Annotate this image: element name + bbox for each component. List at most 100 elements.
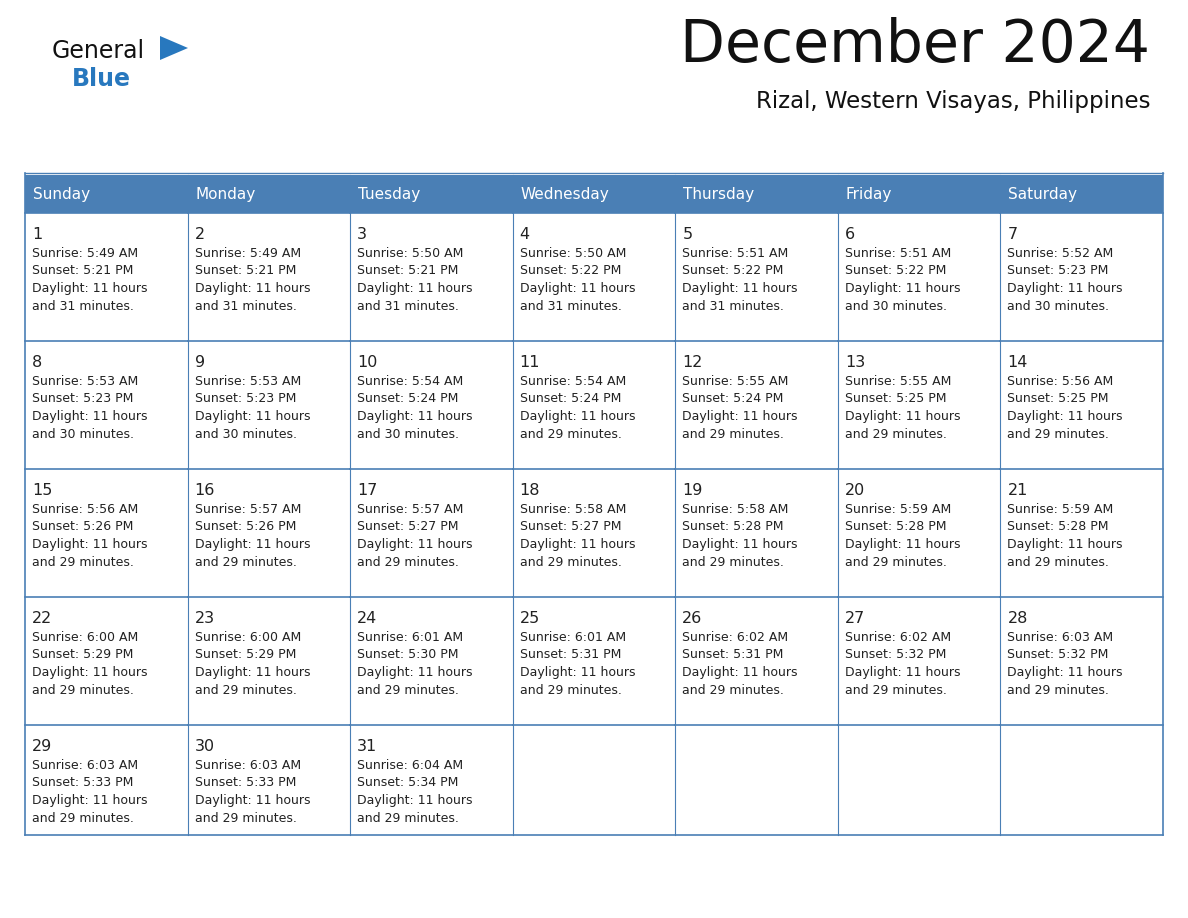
Text: Sunset: 5:24 PM: Sunset: 5:24 PM: [519, 393, 621, 406]
Text: 5: 5: [682, 227, 693, 242]
Text: Sunrise: 6:02 AM: Sunrise: 6:02 AM: [845, 631, 950, 644]
Text: Tuesday: Tuesday: [358, 186, 421, 201]
Text: Sunrise: 5:55 AM: Sunrise: 5:55 AM: [845, 375, 952, 388]
Text: Daylight: 11 hours: Daylight: 11 hours: [195, 538, 310, 551]
Bar: [25, 175, 188, 213]
Bar: [513, 213, 675, 341]
Text: Sunset: 5:23 PM: Sunset: 5:23 PM: [195, 393, 296, 406]
Bar: [838, 213, 1000, 341]
Text: Wednesday: Wednesday: [520, 186, 609, 201]
Bar: [513, 725, 675, 835]
Text: and 30 minutes.: and 30 minutes.: [195, 428, 297, 441]
Text: December 2024: December 2024: [680, 17, 1150, 74]
Text: Sunday: Sunday: [33, 186, 90, 201]
Text: and 29 minutes.: and 29 minutes.: [682, 555, 784, 568]
Text: Daylight: 11 hours: Daylight: 11 hours: [1007, 410, 1123, 423]
Bar: [838, 597, 1000, 725]
Bar: [838, 341, 1000, 469]
Bar: [675, 597, 838, 725]
Text: Blue: Blue: [72, 67, 131, 91]
Text: Daylight: 11 hours: Daylight: 11 hours: [519, 538, 636, 551]
Text: Sunset: 5:28 PM: Sunset: 5:28 PM: [682, 521, 784, 533]
Text: Daylight: 11 hours: Daylight: 11 hours: [195, 282, 310, 295]
Text: Sunset: 5:22 PM: Sunset: 5:22 PM: [682, 264, 784, 277]
Bar: [25, 597, 188, 725]
Text: Sunset: 5:21 PM: Sunset: 5:21 PM: [32, 264, 133, 277]
Text: 14: 14: [1007, 355, 1028, 370]
Text: Daylight: 11 hours: Daylight: 11 hours: [1007, 538, 1123, 551]
Text: Sunrise: 5:51 AM: Sunrise: 5:51 AM: [845, 247, 952, 260]
Text: 25: 25: [519, 611, 541, 626]
Text: Daylight: 11 hours: Daylight: 11 hours: [1007, 666, 1123, 679]
Text: Sunrise: 5:49 AM: Sunrise: 5:49 AM: [195, 247, 301, 260]
Bar: [350, 341, 513, 469]
Bar: [188, 469, 350, 597]
Text: 27: 27: [845, 611, 865, 626]
Text: Sunset: 5:26 PM: Sunset: 5:26 PM: [32, 521, 133, 533]
Text: Daylight: 11 hours: Daylight: 11 hours: [358, 666, 473, 679]
Text: and 30 minutes.: and 30 minutes.: [845, 299, 947, 312]
Text: Sunrise: 5:55 AM: Sunrise: 5:55 AM: [682, 375, 789, 388]
Bar: [25, 213, 188, 341]
Text: Daylight: 11 hours: Daylight: 11 hours: [358, 282, 473, 295]
Bar: [25, 469, 188, 597]
Text: 13: 13: [845, 355, 865, 370]
Text: Daylight: 11 hours: Daylight: 11 hours: [195, 410, 310, 423]
Text: 26: 26: [682, 611, 702, 626]
Text: Sunset: 5:32 PM: Sunset: 5:32 PM: [1007, 648, 1108, 662]
Text: Daylight: 11 hours: Daylight: 11 hours: [32, 666, 147, 679]
Text: Daylight: 11 hours: Daylight: 11 hours: [845, 538, 960, 551]
Text: Sunrise: 5:59 AM: Sunrise: 5:59 AM: [845, 503, 952, 516]
Text: Sunset: 5:33 PM: Sunset: 5:33 PM: [195, 777, 296, 789]
Text: and 29 minutes.: and 29 minutes.: [1007, 555, 1110, 568]
Text: Sunset: 5:24 PM: Sunset: 5:24 PM: [358, 393, 459, 406]
Text: Sunrise: 5:56 AM: Sunrise: 5:56 AM: [32, 503, 138, 516]
Text: 3: 3: [358, 227, 367, 242]
Bar: [350, 469, 513, 597]
Text: Sunrise: 5:57 AM: Sunrise: 5:57 AM: [358, 503, 463, 516]
Text: and 31 minutes.: and 31 minutes.: [32, 299, 134, 312]
Text: 6: 6: [845, 227, 855, 242]
Text: 1: 1: [32, 227, 43, 242]
Text: Saturday: Saturday: [1009, 186, 1078, 201]
Text: and 29 minutes.: and 29 minutes.: [519, 428, 621, 441]
Text: Daylight: 11 hours: Daylight: 11 hours: [682, 666, 798, 679]
Text: 4: 4: [519, 227, 530, 242]
Text: Sunset: 5:25 PM: Sunset: 5:25 PM: [1007, 393, 1108, 406]
Text: Rizal, Western Visayas, Philippines: Rizal, Western Visayas, Philippines: [756, 90, 1150, 113]
Text: 2: 2: [195, 227, 204, 242]
Text: Sunrise: 5:59 AM: Sunrise: 5:59 AM: [1007, 503, 1113, 516]
Text: Daylight: 11 hours: Daylight: 11 hours: [32, 538, 147, 551]
Bar: [1000, 175, 1163, 213]
Text: Sunrise: 5:58 AM: Sunrise: 5:58 AM: [682, 503, 789, 516]
Text: and 29 minutes.: and 29 minutes.: [845, 428, 947, 441]
Text: and 29 minutes.: and 29 minutes.: [32, 555, 134, 568]
Text: Sunset: 5:29 PM: Sunset: 5:29 PM: [32, 648, 133, 662]
Text: 8: 8: [32, 355, 43, 370]
Text: Daylight: 11 hours: Daylight: 11 hours: [358, 794, 473, 807]
Text: Daylight: 11 hours: Daylight: 11 hours: [845, 666, 960, 679]
Bar: [675, 469, 838, 597]
Text: and 31 minutes.: and 31 minutes.: [519, 299, 621, 312]
Text: Sunset: 5:29 PM: Sunset: 5:29 PM: [195, 648, 296, 662]
Text: 29: 29: [32, 739, 52, 754]
Text: Sunset: 5:28 PM: Sunset: 5:28 PM: [1007, 521, 1108, 533]
Text: and 29 minutes.: and 29 minutes.: [358, 812, 459, 824]
Text: Sunrise: 5:50 AM: Sunrise: 5:50 AM: [358, 247, 463, 260]
Text: Sunrise: 5:51 AM: Sunrise: 5:51 AM: [682, 247, 789, 260]
Bar: [838, 469, 1000, 597]
Text: Daylight: 11 hours: Daylight: 11 hours: [682, 282, 798, 295]
Text: Sunrise: 5:53 AM: Sunrise: 5:53 AM: [32, 375, 138, 388]
Text: and 29 minutes.: and 29 minutes.: [32, 684, 134, 697]
Text: 21: 21: [1007, 483, 1028, 498]
Bar: [188, 597, 350, 725]
Text: Sunrise: 5:53 AM: Sunrise: 5:53 AM: [195, 375, 301, 388]
Text: Daylight: 11 hours: Daylight: 11 hours: [845, 282, 960, 295]
Text: Sunset: 5:28 PM: Sunset: 5:28 PM: [845, 521, 947, 533]
Text: Sunset: 5:23 PM: Sunset: 5:23 PM: [32, 393, 133, 406]
Bar: [1000, 341, 1163, 469]
Text: Sunrise: 5:52 AM: Sunrise: 5:52 AM: [1007, 247, 1113, 260]
Text: and 30 minutes.: and 30 minutes.: [1007, 299, 1110, 312]
Text: Sunrise: 5:54 AM: Sunrise: 5:54 AM: [519, 375, 626, 388]
Bar: [838, 175, 1000, 213]
